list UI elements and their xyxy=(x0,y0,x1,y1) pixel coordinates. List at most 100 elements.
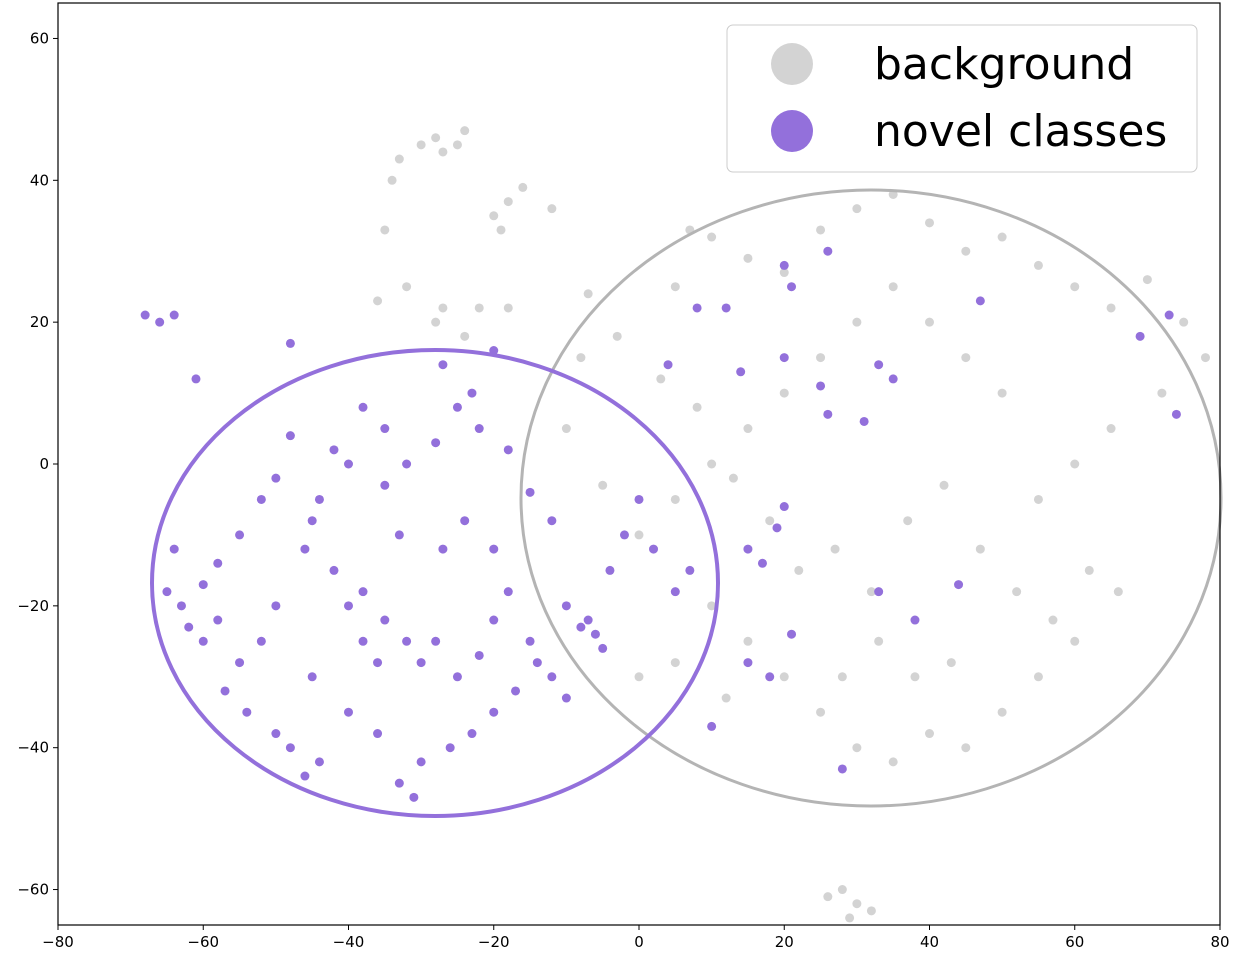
point xyxy=(198,580,208,590)
point xyxy=(344,459,353,469)
point xyxy=(954,580,964,590)
y-tick-label: 20 xyxy=(30,313,49,331)
point xyxy=(285,743,295,753)
point xyxy=(779,353,789,363)
point xyxy=(358,636,368,646)
point xyxy=(452,140,462,150)
point xyxy=(380,480,390,490)
point xyxy=(823,892,833,902)
point xyxy=(1070,459,1080,469)
point xyxy=(474,650,484,660)
point xyxy=(866,906,876,916)
point xyxy=(380,225,390,235)
legend-label: background xyxy=(874,39,1134,90)
point xyxy=(598,480,608,490)
point xyxy=(394,154,404,164)
point xyxy=(772,523,782,533)
point xyxy=(314,494,324,504)
point xyxy=(1164,310,1174,320)
point xyxy=(649,544,659,554)
point xyxy=(779,502,789,512)
point xyxy=(547,672,557,682)
point xyxy=(866,587,876,597)
point xyxy=(467,388,477,398)
point xyxy=(837,885,847,895)
point xyxy=(816,707,826,717)
point xyxy=(598,643,608,653)
point xyxy=(692,303,702,313)
point xyxy=(925,317,934,327)
x-tick-label: −60 xyxy=(187,933,219,951)
point xyxy=(757,558,767,568)
point xyxy=(184,622,194,632)
point xyxy=(779,260,789,270)
point xyxy=(489,615,499,625)
point xyxy=(220,686,230,696)
point xyxy=(837,672,847,682)
point xyxy=(816,353,826,363)
point xyxy=(852,899,862,909)
point xyxy=(961,353,971,363)
y-tick-label: −20 xyxy=(17,597,49,615)
novel-region xyxy=(150,348,720,818)
point xyxy=(670,282,680,292)
point xyxy=(547,204,557,214)
point xyxy=(445,743,455,753)
point xyxy=(903,516,913,526)
point xyxy=(256,636,266,646)
point xyxy=(344,707,353,717)
point xyxy=(373,729,383,739)
point xyxy=(576,353,586,363)
point xyxy=(852,204,862,214)
point xyxy=(431,438,441,448)
point xyxy=(1033,672,1043,682)
point xyxy=(489,211,499,221)
y-tick-label: 60 xyxy=(30,29,49,47)
point xyxy=(525,636,535,646)
point xyxy=(307,672,317,682)
point xyxy=(460,516,470,526)
point xyxy=(503,587,513,597)
point xyxy=(438,303,448,313)
point xyxy=(394,778,404,788)
point xyxy=(358,402,368,412)
point xyxy=(961,743,971,753)
point xyxy=(852,317,862,327)
point xyxy=(663,360,673,370)
point xyxy=(503,197,513,207)
point xyxy=(765,516,775,526)
point xyxy=(576,622,586,632)
point xyxy=(707,232,717,242)
point xyxy=(511,686,521,696)
x-tick-label: −20 xyxy=(478,933,510,951)
point xyxy=(997,388,1007,398)
point xyxy=(155,317,165,327)
point xyxy=(845,913,855,923)
point xyxy=(198,636,208,646)
x-tick-label: 0 xyxy=(634,933,644,951)
x-tick-label: 60 xyxy=(1065,933,1084,951)
point xyxy=(191,374,201,384)
point xyxy=(634,672,644,682)
point xyxy=(1171,409,1181,419)
point xyxy=(503,445,513,455)
point xyxy=(823,246,833,256)
point xyxy=(438,147,448,157)
point xyxy=(1033,260,1043,270)
point xyxy=(852,743,862,753)
point xyxy=(496,225,506,235)
point xyxy=(467,729,477,739)
point xyxy=(416,140,426,150)
point xyxy=(779,388,789,398)
point xyxy=(409,792,419,802)
point xyxy=(707,721,717,731)
point xyxy=(169,544,179,554)
point xyxy=(874,587,884,597)
point xyxy=(169,310,179,320)
point xyxy=(975,296,985,306)
point xyxy=(670,658,680,668)
point xyxy=(1142,275,1152,285)
y-tick-label: 0 xyxy=(39,455,49,473)
point xyxy=(1106,303,1116,313)
